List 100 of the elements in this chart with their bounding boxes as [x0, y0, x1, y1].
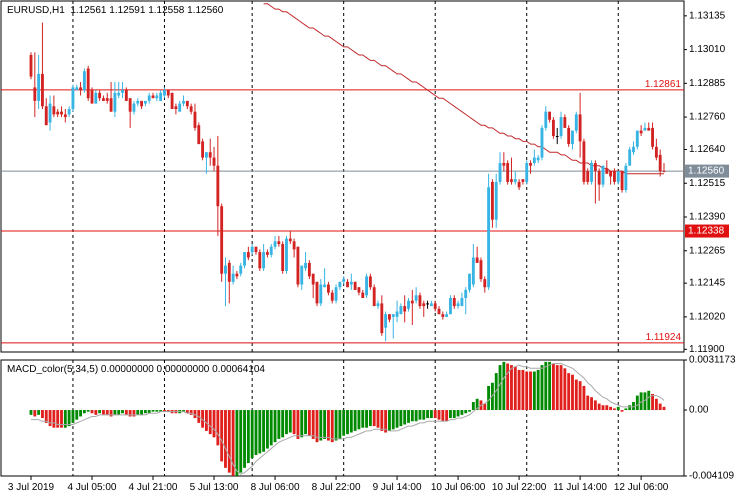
y-tick-label: 1.12760 — [689, 112, 726, 123]
y-tick-label: 0.00 — [689, 404, 709, 416]
bar — [407, 410, 410, 423]
ref-line-label: 1.12338 — [688, 226, 725, 237]
candlestick — [250, 244, 254, 256]
ref-line-label: 1.11924 — [646, 332, 682, 343]
candlestick — [560, 111, 562, 140]
candlestick — [72, 84, 74, 112]
bar — [430, 410, 433, 418]
bar — [201, 410, 204, 428]
bar — [590, 397, 593, 410]
bar — [414, 410, 418, 422]
bar — [449, 410, 452, 418]
candlestick — [232, 265, 235, 285]
candlestick — [640, 124, 643, 136]
chart-title: EURUSD,H1 1.12561 1.12591 1.12558 1.12560 — [7, 5, 224, 16]
bar — [354, 410, 357, 431]
candlestick — [498, 152, 502, 186]
bar — [368, 410, 372, 426]
candlestick — [52, 95, 56, 118]
candlestick — [594, 160, 597, 204]
candlestick — [121, 82, 124, 99]
bar — [460, 410, 464, 415]
candlestick — [449, 294, 452, 315]
bar — [506, 363, 510, 410]
y-tick-label: 1.12390 — [689, 212, 726, 222]
bar — [204, 410, 208, 431]
bar — [308, 410, 311, 436]
bar — [323, 410, 326, 439]
bar — [563, 368, 566, 410]
bar — [548, 362, 552, 410]
candlestick — [243, 252, 246, 269]
x-tick-label: 4 Jul 05:00 — [68, 482, 117, 493]
candlestick — [480, 257, 482, 282]
ref-line-label: 1.12861 — [644, 78, 682, 90]
candlestick — [410, 289, 414, 326]
bar — [232, 410, 235, 476]
bar — [518, 370, 521, 410]
bar — [90, 410, 94, 414]
bar — [540, 365, 544, 410]
x-tick-label: 5 Jul 13:00 — [190, 482, 239, 493]
bar — [640, 392, 643, 410]
candlestick — [548, 111, 552, 123]
bar — [102, 410, 105, 415]
bar — [605, 405, 608, 410]
bar — [82, 410, 86, 414]
candlestick — [132, 100, 136, 115]
y-tick-label: -0.004109 — [689, 470, 734, 482]
y-tick-label: 1.12265 — [689, 245, 726, 256]
bar — [441, 410, 444, 422]
candlestick — [212, 146, 216, 172]
bar — [277, 410, 280, 439]
candlestick — [48, 95, 52, 132]
candlestick — [365, 273, 368, 298]
bar — [327, 410, 330, 441]
bar — [502, 362, 506, 410]
bar — [464, 410, 468, 414]
candlestick — [60, 106, 63, 118]
bar — [456, 410, 460, 416]
bar — [418, 410, 422, 420]
candlestick — [262, 244, 266, 272]
candlestick — [552, 116, 555, 140]
bar — [121, 410, 124, 414]
bar — [274, 410, 276, 442]
candlestick — [274, 235, 276, 250]
bar — [60, 410, 63, 428]
y-tick-label: 1.12885 — [689, 78, 726, 89]
candlestick — [204, 152, 208, 174]
y-tick-label: 1.12145 — [689, 278, 726, 289]
candlestick — [590, 160, 593, 186]
candlestick — [82, 68, 86, 94]
candlestick — [532, 149, 536, 166]
bar — [602, 405, 604, 410]
candlestick — [190, 103, 193, 115]
bar — [346, 410, 349, 434]
bar — [521, 370, 524, 410]
x-tick-label: 9 Jul 14:00 — [372, 482, 422, 493]
bar — [552, 363, 555, 410]
bar — [662, 406, 666, 410]
bar — [254, 410, 258, 455]
bar — [37, 410, 40, 415]
candlestick — [270, 244, 273, 258]
x-tick-label: 4 Jul 21:00 — [128, 482, 178, 493]
candlestick — [163, 86, 166, 99]
bar — [571, 374, 574, 410]
bar — [376, 410, 380, 428]
bar — [445, 410, 448, 422]
candlestick — [79, 82, 82, 96]
ref-line-label: 1.12560 — [688, 166, 725, 177]
bar — [52, 410, 56, 428]
candlestick — [426, 300, 430, 310]
candlestick — [602, 165, 604, 188]
y-tick-label: 1.11900 — [689, 344, 725, 355]
candlestick — [94, 90, 98, 104]
candlestick — [368, 273, 372, 290]
bar — [426, 410, 430, 418]
bar — [68, 410, 71, 426]
bar — [316, 410, 318, 442]
bar — [48, 410, 52, 426]
candlestick — [224, 257, 227, 307]
